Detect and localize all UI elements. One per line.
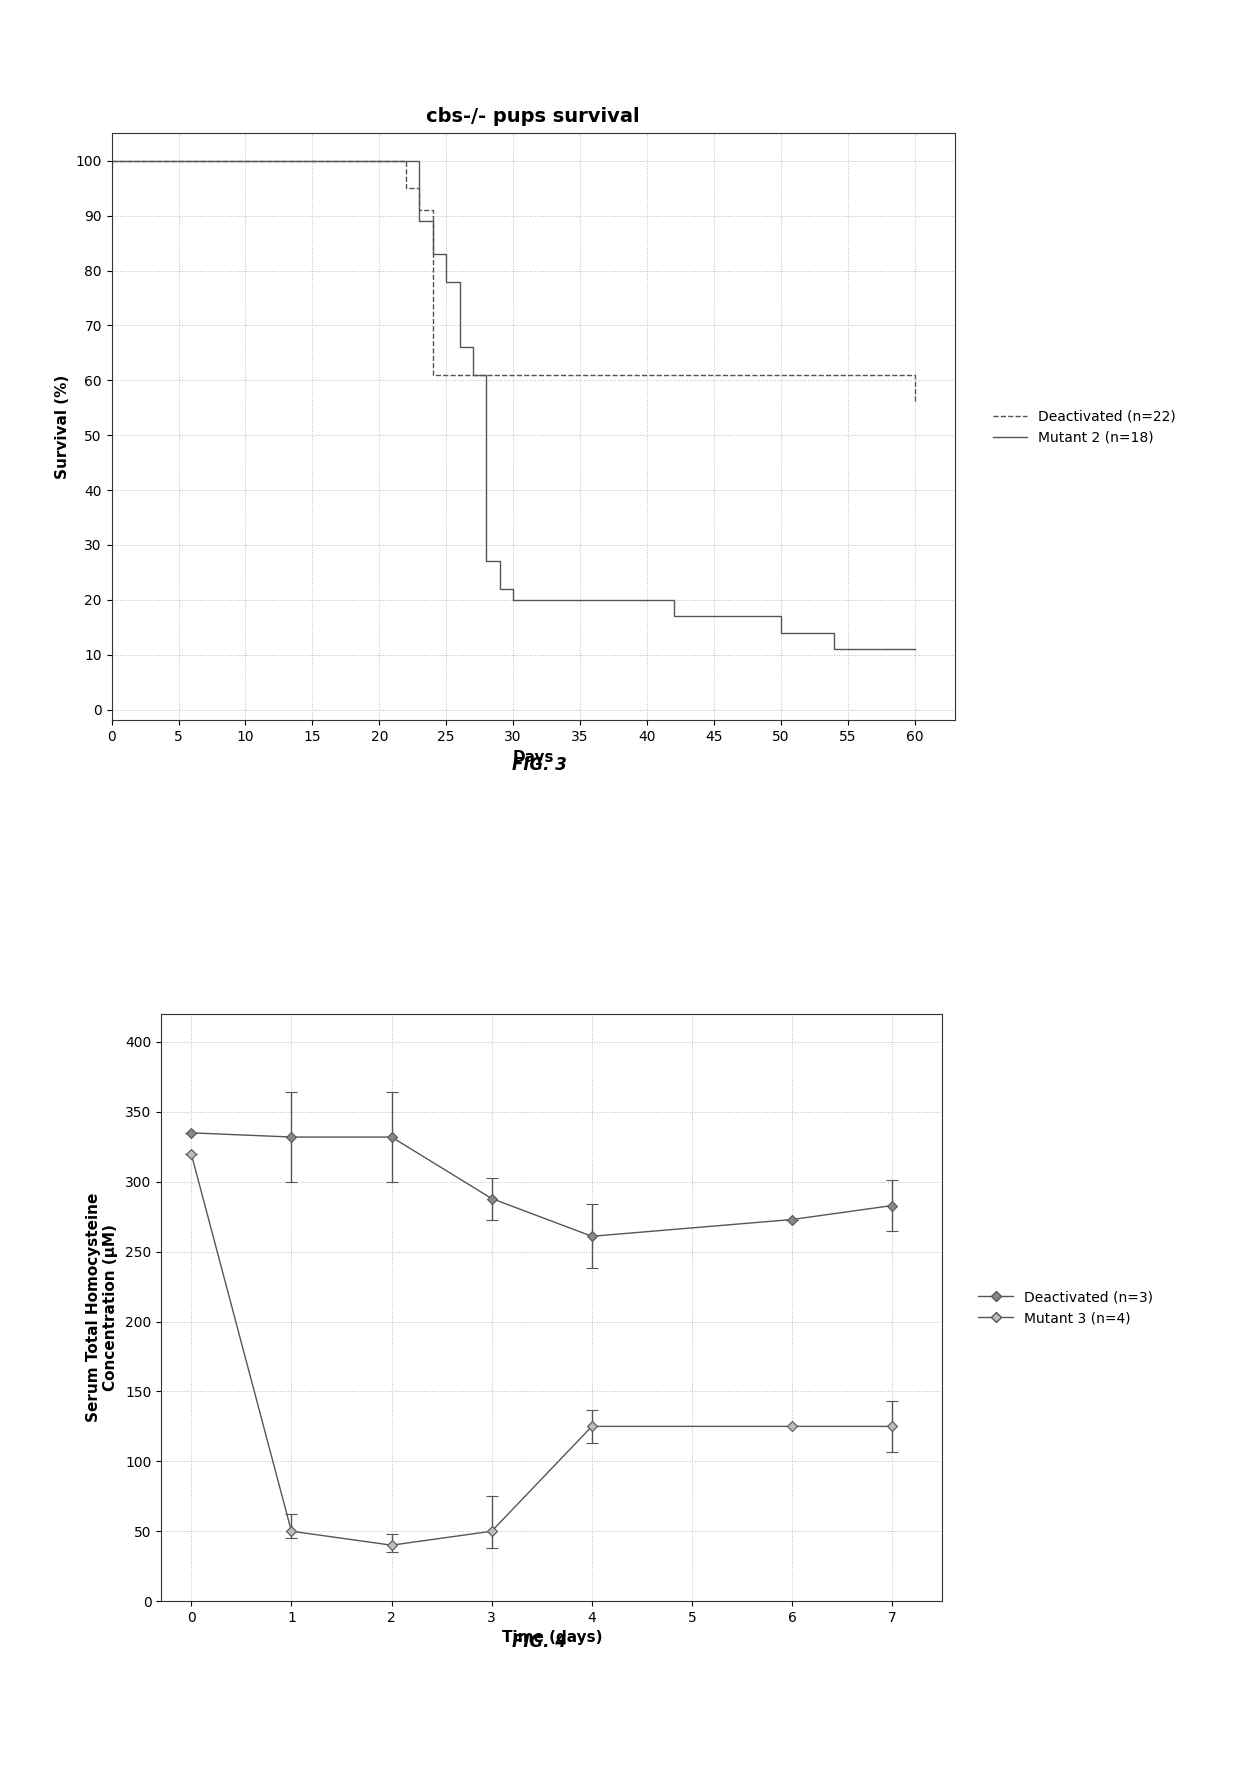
Legend: Deactivated (n=22), Mutant 2 (n=18): Deactivated (n=22), Mutant 2 (n=18) bbox=[987, 404, 1182, 450]
Y-axis label: Serum Total Homocysteine
Concentration (μM): Serum Total Homocysteine Concentration (… bbox=[86, 1194, 118, 1421]
X-axis label: Days: Days bbox=[512, 749, 554, 765]
Text: FIG. 4: FIG. 4 bbox=[512, 1633, 567, 1651]
X-axis label: Time (days): Time (days) bbox=[501, 1630, 603, 1646]
Legend: Deactivated (n=3), Mutant 3 (n=4): Deactivated (n=3), Mutant 3 (n=4) bbox=[973, 1284, 1158, 1331]
Title: cbs-/- pups survival: cbs-/- pups survival bbox=[427, 107, 640, 126]
Y-axis label: Survival (%): Survival (%) bbox=[55, 375, 69, 479]
Text: FIG. 3: FIG. 3 bbox=[512, 756, 567, 774]
